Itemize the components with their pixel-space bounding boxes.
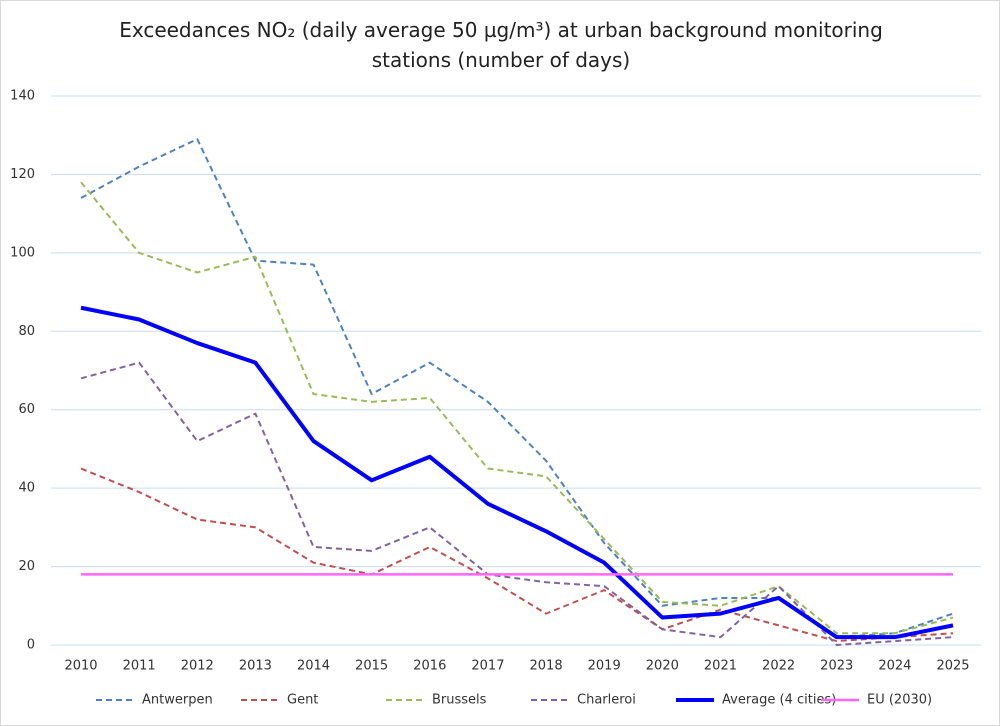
x-tick-label: 2013 xyxy=(239,659,272,674)
legend-label: Average (4 cities) xyxy=(722,693,836,708)
chart-title: Exceedances NO₂ (daily average 50 µg/m³)… xyxy=(119,18,883,72)
y-tick-label: 80 xyxy=(18,324,35,339)
x-tick-label: 2010 xyxy=(64,659,97,674)
y-tick-label: 60 xyxy=(18,402,35,417)
x-tick-label: 2015 xyxy=(355,659,388,674)
y-tick-label: 20 xyxy=(18,559,35,574)
x-tick-label: 2023 xyxy=(820,659,853,674)
y-tick-label: 120 xyxy=(10,167,35,182)
x-tick-label: 2018 xyxy=(530,659,563,674)
y-tick-label: 40 xyxy=(18,481,35,496)
legend-label: Gent xyxy=(287,693,318,708)
x-tick-label: 2020 xyxy=(646,659,679,674)
series-line xyxy=(80,138,954,639)
series-line xyxy=(80,181,954,635)
series-line xyxy=(80,361,954,646)
x-tick-label: 2016 xyxy=(413,659,446,674)
legend-label: Brussels xyxy=(432,693,487,708)
x-tick-label: 2011 xyxy=(123,659,156,674)
legend-label: Antwerpen xyxy=(142,693,213,708)
legend-label: EU (2030) xyxy=(867,693,932,708)
y-tick-label: 0 xyxy=(27,638,35,653)
x-tick-label: 2012 xyxy=(181,659,214,674)
x-tick-label: 2017 xyxy=(471,659,504,674)
x-tick-label: 2019 xyxy=(588,659,621,674)
series-line xyxy=(80,305,954,640)
y-tick-label: 100 xyxy=(10,245,35,260)
x-tick-label: 2014 xyxy=(297,659,330,674)
x-tick-label: 2022 xyxy=(762,659,795,674)
legend-label: Charleroi xyxy=(577,693,636,708)
x-tick-label: 2024 xyxy=(878,659,911,674)
y-tick-label: 140 xyxy=(10,89,35,104)
x-tick-label: 2025 xyxy=(936,659,969,674)
x-tick-label: 2021 xyxy=(704,659,737,674)
series-line xyxy=(80,467,954,643)
